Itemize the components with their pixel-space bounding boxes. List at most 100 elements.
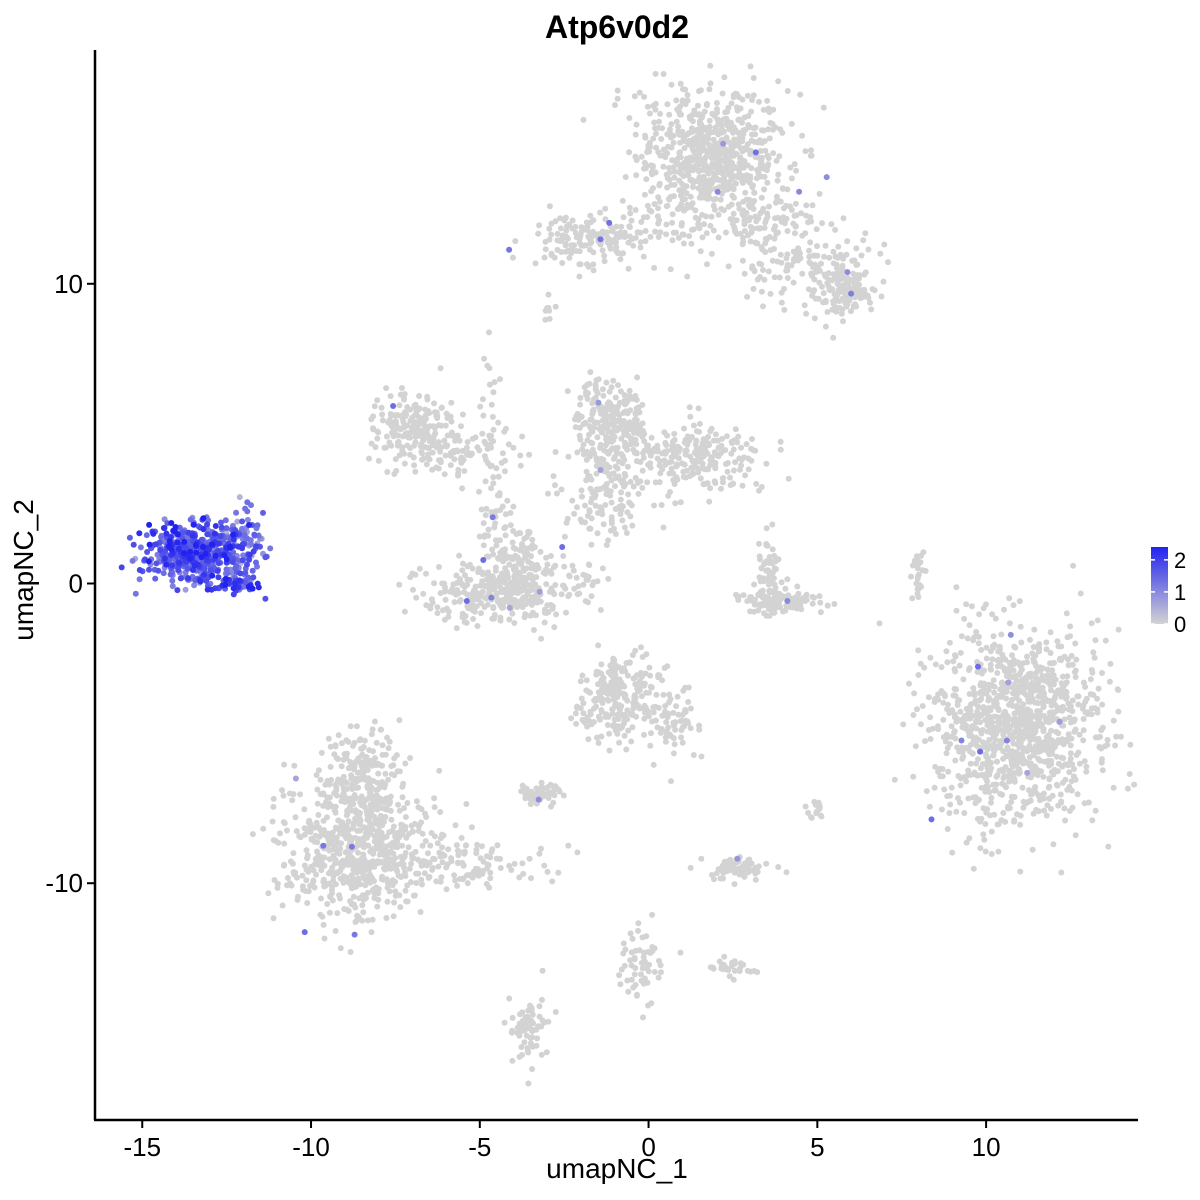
data-point bbox=[655, 205, 662, 212]
data-point bbox=[652, 125, 658, 132]
data-point bbox=[678, 201, 685, 207]
data-point bbox=[1092, 637, 1099, 644]
data-point bbox=[1098, 727, 1105, 734]
data-point bbox=[693, 134, 700, 140]
data-point bbox=[260, 825, 267, 832]
data-point bbox=[717, 117, 724, 124]
data-point bbox=[826, 254, 833, 261]
data-point bbox=[981, 836, 988, 843]
data-point bbox=[467, 576, 474, 583]
data-point bbox=[990, 752, 997, 759]
data-point bbox=[996, 767, 1003, 774]
data-point bbox=[442, 422, 449, 429]
data-point bbox=[1011, 710, 1018, 717]
data-point bbox=[698, 129, 705, 136]
data-point bbox=[627, 710, 634, 717]
data-point bbox=[386, 888, 393, 895]
data-point bbox=[377, 812, 384, 819]
data-point bbox=[747, 175, 754, 182]
data-point bbox=[521, 614, 528, 621]
data-point bbox=[761, 276, 768, 283]
data-point bbox=[788, 175, 795, 182]
data-point bbox=[741, 228, 748, 234]
data-point bbox=[469, 435, 476, 442]
data-point bbox=[277, 830, 283, 837]
data-point bbox=[974, 815, 981, 822]
data-point bbox=[602, 442, 609, 449]
data-point bbox=[675, 448, 682, 455]
data-point bbox=[693, 428, 700, 435]
data-point bbox=[472, 583, 479, 590]
data-point bbox=[1115, 626, 1122, 633]
data-point bbox=[434, 610, 441, 617]
data-point bbox=[981, 709, 987, 716]
data-point bbox=[571, 585, 578, 592]
data-point bbox=[632, 131, 639, 138]
data-point bbox=[356, 914, 362, 921]
data-point bbox=[375, 457, 382, 464]
data-point bbox=[671, 168, 678, 175]
data-point bbox=[376, 835, 383, 842]
data-point bbox=[470, 616, 477, 622]
data-point bbox=[623, 428, 630, 435]
data-point bbox=[653, 691, 660, 698]
data-point bbox=[526, 855, 533, 862]
data-point bbox=[1032, 723, 1039, 730]
data-point bbox=[784, 228, 791, 234]
data-point bbox=[664, 202, 671, 209]
data-point bbox=[317, 776, 324, 783]
data-point bbox=[506, 862, 513, 869]
data-point bbox=[616, 739, 623, 746]
data-point bbox=[744, 162, 751, 169]
data-point bbox=[765, 594, 772, 601]
data-point bbox=[580, 710, 587, 717]
data-point bbox=[345, 818, 352, 825]
data-point bbox=[660, 146, 667, 153]
data-point bbox=[935, 696, 942, 703]
data-point bbox=[738, 157, 745, 164]
data-point bbox=[1059, 703, 1066, 710]
data-point bbox=[399, 783, 406, 790]
data-point bbox=[419, 881, 425, 888]
data-point bbox=[783, 869, 790, 876]
data-point bbox=[707, 62, 714, 69]
data-point bbox=[685, 699, 692, 705]
data-point bbox=[795, 595, 802, 601]
data-point bbox=[489, 846, 496, 853]
data-point bbox=[348, 775, 355, 782]
data-point bbox=[1066, 714, 1073, 721]
data-point bbox=[592, 386, 599, 393]
data-point bbox=[329, 864, 336, 871]
data-point bbox=[960, 718, 966, 725]
data-point bbox=[655, 194, 662, 201]
data-point bbox=[682, 86, 689, 93]
data-point bbox=[1077, 590, 1084, 597]
data-point bbox=[751, 139, 758, 145]
data-point bbox=[357, 841, 363, 848]
data-point bbox=[350, 765, 357, 772]
data-point bbox=[572, 424, 579, 431]
data-point bbox=[656, 462, 663, 469]
data-point bbox=[762, 240, 769, 247]
data-point bbox=[561, 533, 568, 540]
data-point bbox=[379, 779, 386, 785]
data-point bbox=[502, 571, 509, 578]
data-point bbox=[664, 714, 671, 721]
data-point bbox=[516, 874, 523, 881]
data-point bbox=[413, 798, 420, 805]
data-point bbox=[625, 239, 632, 246]
data-point bbox=[711, 170, 718, 177]
data-point bbox=[617, 496, 624, 503]
data-point bbox=[594, 419, 601, 426]
data-point bbox=[490, 551, 497, 558]
data-point bbox=[718, 205, 725, 212]
data-point bbox=[968, 723, 975, 730]
data-point bbox=[529, 609, 536, 616]
data-point bbox=[842, 299, 849, 306]
data-point bbox=[681, 145, 688, 152]
data-point bbox=[1099, 756, 1105, 763]
data-point bbox=[1006, 767, 1013, 774]
data-point bbox=[379, 742, 386, 749]
data-point bbox=[984, 755, 991, 762]
data-point bbox=[1040, 728, 1047, 735]
